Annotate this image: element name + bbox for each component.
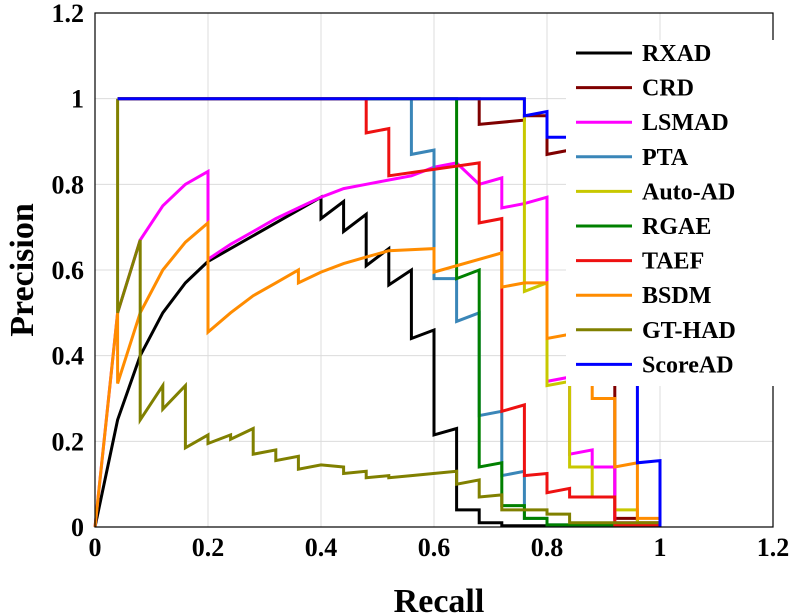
legend-label-gt-had: GT-HAD bbox=[642, 318, 736, 344]
y-tick-label: 0.8 bbox=[52, 170, 85, 199]
series-line-rgae bbox=[117, 97, 660, 527]
legend: RXAD CRD LSMAD PTA Auto-AD RGAE TAEF BSDM GT-HAD… bbox=[566, 40, 774, 386]
series-line-gt-had bbox=[116, 98, 660, 525]
legend-label-lsmad: LSMAD bbox=[642, 110, 729, 136]
legend-label-rxad: RXAD bbox=[642, 41, 711, 67]
x-tick-label: 1 bbox=[654, 533, 667, 562]
series-line-auto-ad bbox=[117, 97, 660, 525]
legend-label-taef: TAEF bbox=[642, 249, 704, 275]
legend-label-crd: CRD bbox=[642, 76, 694, 102]
tick-labels: 0 0.2 0.4 0.6 0.8 1 1.2 0 0.2 0.4 0.6 0.8 1 1.2 bbox=[52, 0, 790, 562]
y-axis-label: Precision bbox=[4, 203, 41, 337]
legend-label-bsdm: BSDM bbox=[642, 283, 711, 309]
x-tick-label: 0.4 bbox=[305, 533, 338, 562]
x-axis-label: Recall bbox=[394, 583, 485, 615]
legend-label-pta: PTA bbox=[642, 145, 689, 171]
y-tick-label: 1 bbox=[71, 85, 84, 114]
series-line-taef bbox=[117, 97, 660, 527]
y-tick-label: 0.4 bbox=[52, 342, 85, 371]
x-tick-label: 0.6 bbox=[418, 533, 451, 562]
x-tick-label: 0.8 bbox=[531, 533, 564, 562]
legend-label-rgae: RGAE bbox=[642, 214, 711, 240]
y-tick-label: 1.2 bbox=[52, 0, 85, 28]
x-tick-label: 1.2 bbox=[757, 533, 790, 562]
y-tick-label: 0.6 bbox=[52, 256, 85, 285]
legend-label-auto-ad: Auto-AD bbox=[642, 179, 735, 205]
legend-label-scoread: ScoreAD bbox=[642, 352, 734, 378]
x-tick-label: 0.2 bbox=[192, 533, 225, 562]
series-line-bsdm bbox=[93, 219, 660, 528]
series-line-rxad bbox=[93, 194, 660, 528]
y-tick-label: 0.2 bbox=[52, 427, 85, 456]
y-tick-label: 0 bbox=[71, 513, 84, 542]
x-tick-label: 0 bbox=[89, 533, 102, 562]
series-layer bbox=[93, 97, 662, 528]
